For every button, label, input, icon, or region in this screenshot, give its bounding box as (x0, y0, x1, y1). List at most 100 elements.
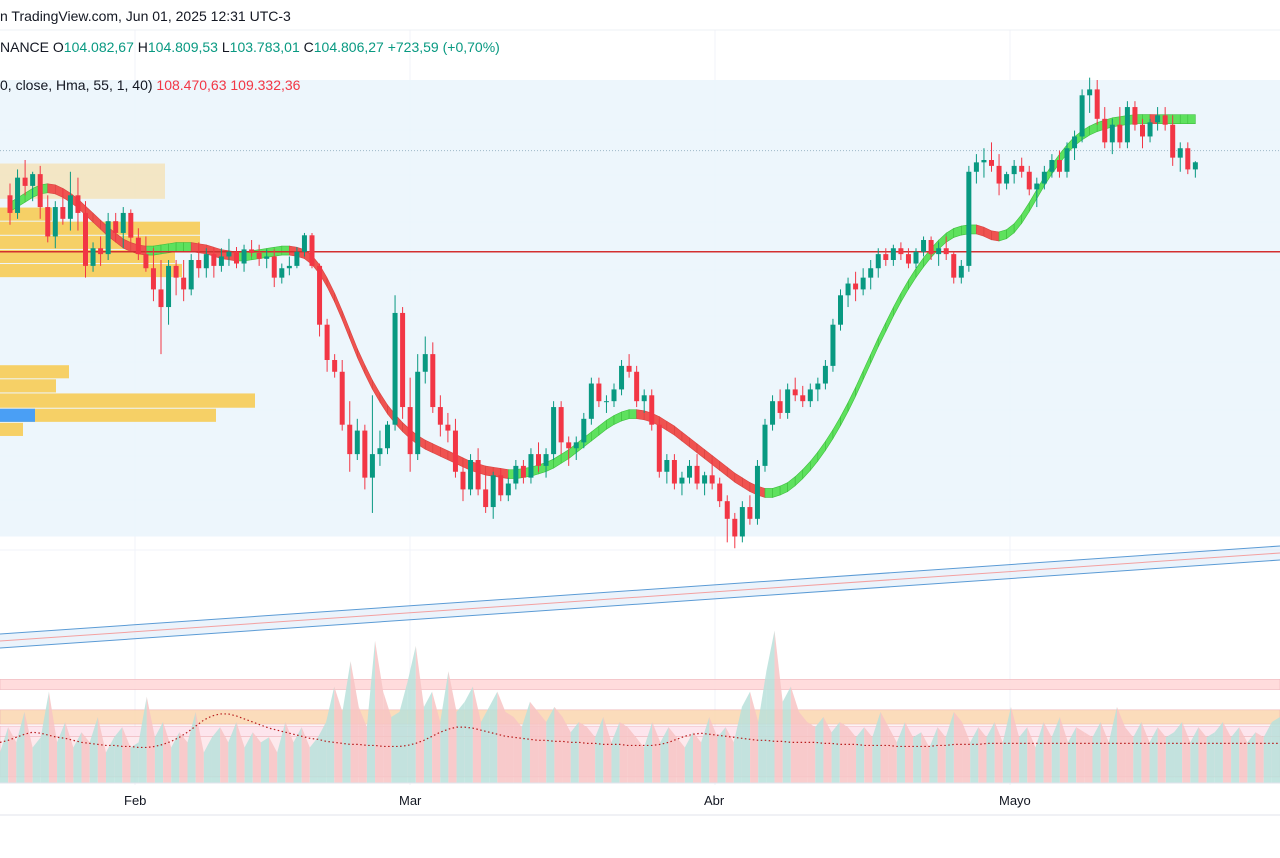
candle-body (664, 460, 670, 472)
candle-body (996, 165, 1002, 184)
candle-body (1056, 160, 1062, 172)
x-tick-label: Mayo (999, 793, 1031, 808)
oscillator-area (994, 722, 1003, 783)
hma-segment (953, 225, 962, 238)
indicator-legend[interactable]: 0, close, Hma, 55, 1, 40) 108.470,63 109… (0, 77, 300, 93)
source-line: n TradingView.com, Jun 01, 2025 12:31 UT… (0, 8, 291, 24)
oscillator-area (896, 722, 905, 783)
oscillator-area (831, 722, 840, 783)
candle-body (958, 265, 964, 278)
candle-body (143, 254, 149, 269)
hma-segment (47, 183, 56, 195)
candle-body (822, 365, 828, 384)
candle-body (770, 401, 776, 425)
candle-body (135, 237, 141, 255)
oscillator-area (1206, 732, 1215, 783)
time-axis (0, 782, 1280, 816)
candle-body (347, 424, 353, 455)
x-tick-label: Abr (704, 793, 725, 808)
candle-body (588, 383, 594, 419)
oscillator-area (179, 732, 188, 783)
candle-body (1170, 124, 1176, 158)
oscillator-area (880, 711, 889, 783)
candle-body (815, 383, 821, 390)
oscillator-area (285, 722, 294, 783)
oscillator-area (138, 696, 147, 783)
x-tick-label: Mar (399, 793, 422, 808)
range-box (0, 80, 1280, 537)
candle-body (286, 265, 292, 269)
candle-body (845, 283, 851, 296)
oscillator-area (587, 727, 596, 783)
oscillator-area (16, 711, 25, 783)
candle-body (838, 295, 843, 325)
candle-body (22, 177, 28, 186)
oscillator-area (538, 711, 547, 783)
candle-body (452, 430, 458, 472)
hma-segment (1142, 114, 1151, 124)
candle-body (1177, 148, 1183, 158)
oscillator-area (1084, 732, 1093, 783)
volume-profile-bar (0, 235, 200, 249)
candle-body (30, 174, 36, 186)
oscillator-area (635, 737, 645, 783)
oscillator-area (644, 722, 653, 783)
oscillator-area (375, 640, 384, 783)
candle-body (747, 507, 753, 519)
oscillator-area (432, 691, 441, 783)
oscillator-area (40, 691, 49, 783)
oscillator-area (171, 732, 180, 783)
oscillator-area (252, 732, 261, 783)
candle-body (762, 424, 768, 466)
candle-body (1034, 183, 1040, 190)
oscillator-area (554, 706, 563, 783)
candle-body (1140, 124, 1145, 137)
oscillator-area (1198, 727, 1207, 783)
hma-segment (998, 229, 1007, 242)
oscillator-area (1116, 706, 1126, 783)
oscillator-area (1027, 727, 1036, 783)
candle-body (634, 371, 640, 402)
candle-body (468, 460, 474, 490)
ohlc-legend[interactable]: NANCE O104.082,67 H104.809,53 L103.783,0… (0, 39, 500, 55)
oscillator-area (399, 681, 408, 783)
candle-body (883, 254, 889, 260)
candle-body (694, 465, 700, 484)
candle-body (1147, 122, 1153, 137)
oscillator-area (546, 706, 555, 783)
volume-profile-bar (0, 379, 56, 393)
oscillator-area (342, 661, 351, 783)
oscillator-area (660, 727, 669, 783)
oscillator-area (864, 727, 873, 783)
x-tick-label: Feb (124, 793, 147, 808)
hma-segment (153, 244, 162, 256)
oscillator-area (391, 711, 400, 783)
candle-body (60, 207, 66, 219)
hma-segment (183, 242, 192, 252)
volume-profile-bar (0, 422, 23, 436)
oscillator-area (513, 716, 522, 783)
hma-segment (485, 465, 494, 477)
oscillator-area (684, 732, 693, 783)
range-box-rect (0, 80, 1280, 537)
oscillator-area (603, 716, 612, 783)
oscillator-area (904, 722, 914, 783)
oscillator-area (407, 645, 416, 783)
indicator-params: 0, close, Hma, 55, 1, 40) (0, 77, 153, 93)
oscillator-area (211, 727, 221, 783)
oscillator-area (953, 711, 963, 783)
oscillator-area (888, 727, 897, 783)
candle-body (505, 483, 511, 496)
candle-body (354, 430, 360, 455)
oscillator-area (1051, 716, 1060, 783)
candle-body (551, 407, 557, 455)
oscillator-area (244, 732, 253, 783)
candle-body (603, 401, 609, 403)
open-value: 104.082,67 (63, 39, 134, 55)
candle-body (15, 177, 21, 213)
oscillator-area (1231, 727, 1240, 783)
oscillator-area (1263, 722, 1272, 783)
oscillator-area (220, 727, 229, 783)
